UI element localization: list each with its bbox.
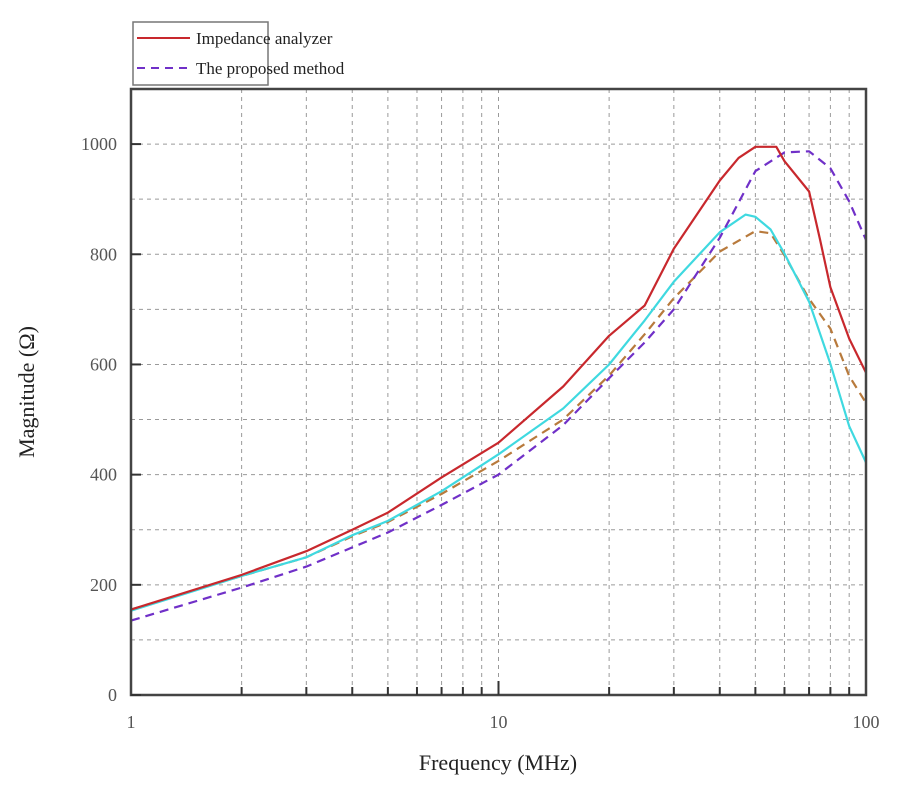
legend-box [132, 21, 269, 86]
y-tick-label: 600 [90, 354, 117, 374]
series-line-the-proposed-method [130, 150, 868, 622]
series-line-cyan-curve-unlabeled [130, 213, 867, 612]
x-axis-title: Frequency (MHz) [419, 750, 577, 775]
y-tick-label: 200 [90, 575, 117, 595]
legend-label-impedance-analyzer: Impedance analyzer [196, 29, 333, 48]
y-tick-label: 0 [108, 685, 117, 705]
x-tick-label: 1 [127, 712, 136, 732]
y-tick-label: 800 [90, 244, 117, 264]
series-layer [130, 145, 868, 622]
y-tick-label: 400 [90, 465, 117, 485]
series-line-impedance-analyzer [130, 145, 867, 611]
ticks: 0 200 400 600 800 1000 1 10 100 [81, 134, 880, 732]
legend-label-proposed-method: The proposed method [196, 59, 345, 78]
grid [131, 89, 866, 695]
y-tick-label: 1000 [81, 134, 117, 154]
legend: Impedance analyzer The proposed method [132, 21, 345, 86]
y-axis-title: Magnitude (Ω) [14, 326, 39, 458]
x-tick-label: 100 [853, 712, 880, 732]
x-tick-label: 10 [490, 712, 508, 732]
